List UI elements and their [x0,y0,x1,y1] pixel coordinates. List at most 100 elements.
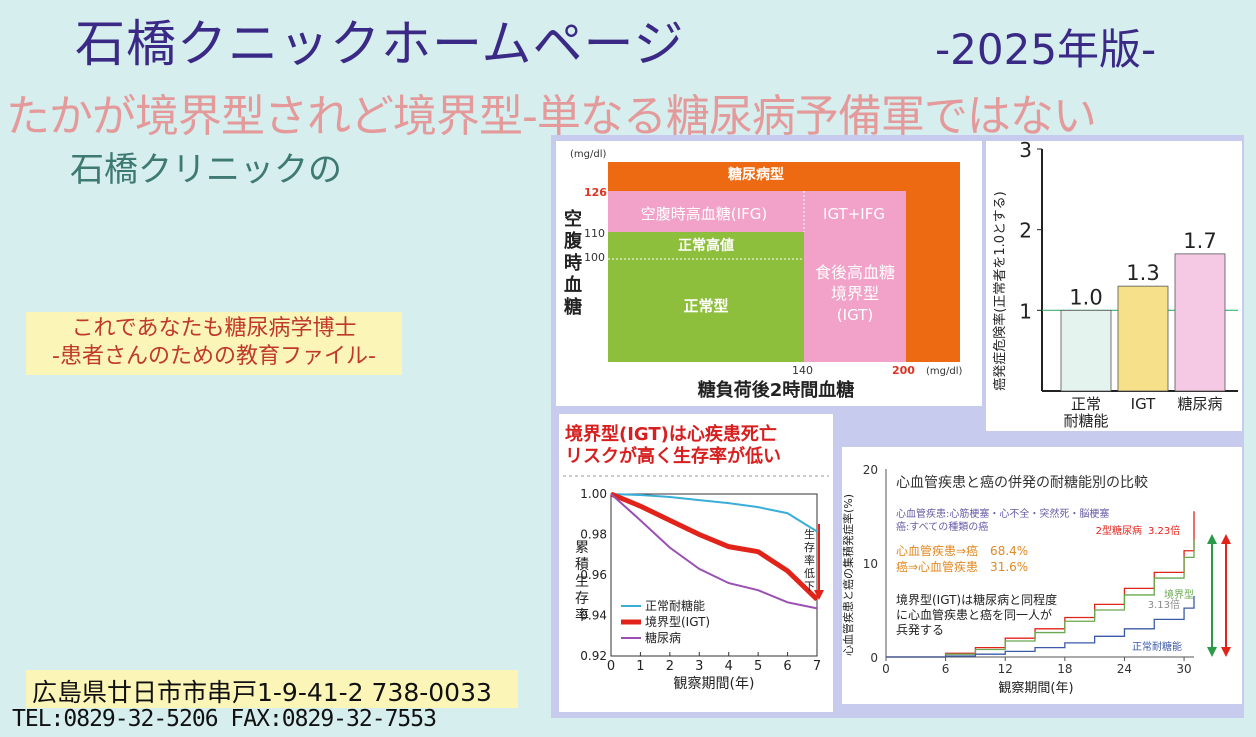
category-label: 耐糖能 [1063,412,1108,430]
note-line-2: に心血管疾患と癌を同一人が [896,607,1052,622]
x-tick-label: 4 [725,659,733,674]
survival-title-1: 境界型(IGT)は心疾患死亡 [565,423,777,445]
definition-line-1: 心血管疾患:心筋梗塞・心不全・突然死・脳梗塞 [896,507,1109,520]
ratio-diabetes: 3.23倍 [1148,524,1180,537]
ylabel-fasting-glucose: 空腹時血糖 [564,208,583,318]
series-line [610,493,818,610]
x-tick-label: 0 [607,659,615,674]
region-high-normal-label: 正常高値 [678,237,734,254]
x-tick-label: 1 [636,659,644,674]
x-tick-label: 6 [942,662,950,676]
classification-svg: (mg/dl) 糖尿病型 空腹時高血糖(IFG) IGT+IFG 正常高値 正常… [564,149,962,401]
xtick-200: 200 [892,364,915,377]
unit-right: (mg/dl) [926,366,962,377]
y-tick-label: 1 [1019,299,1032,323]
y-axis-label: 心血管疾患と癌の集積発症率(%) [842,494,855,656]
x-tick-label: 3 [695,659,703,674]
address-box [26,670,518,708]
bar [1117,285,1169,392]
stat-line-1: 心血管疾患⇒癌 68.4% [896,543,1028,558]
y-axis-label: 癌発症危険率(正常者を1.0とする) [992,191,1008,390]
x-tick-label: 7 [813,659,821,674]
arrowhead-igt-bottom [1207,647,1217,657]
legend-label: 正常耐糖能 [645,598,705,613]
cvd-cancer-svg: 20 10 00 6 12 18 24 30 観察期間(年) 心血管疾患と癌の集積発症率(%) 心血… [841,463,1231,696]
region-igt-ifg-label: IGT+IFG [823,205,885,223]
label-igt: 境界型 [1164,588,1194,601]
y-tick-label: 0.92 [580,649,607,663]
xlabel-2h-glucose: 糖負荷後2時間血糖 [698,379,855,401]
category-label: 正常 [1071,395,1101,413]
region-igt-line3: (IGT) [837,306,873,324]
x-tick-label: 5 [754,659,762,674]
ratio-igt: 3.13倍 [1148,598,1180,611]
bar [1060,309,1112,392]
x-tick-label: 24 [1117,662,1132,676]
education-line-1: これであなたも糖尿病学博士 [71,316,357,341]
survival-chart: 境界型(IGT)は心疾患死亡 リスクが高く生存率が低い 1.00 0.98 0.96… [559,414,833,712]
stat-line-2: 癌⇒心血管疾患 31.6% [896,559,1028,574]
page-title: 石橋クニックホームページ [75,15,685,73]
education-line-2: -患者さんのための教育ファイル- [52,344,376,369]
education-box: これであなたも糖尿病学博士 -患者さんのための教育ファイル- [26,312,402,375]
series-line [886,595,1195,658]
x-tick-label: 30 [1176,662,1191,676]
x-axis-label: 観察期間(年) [998,681,1073,696]
region-diabetes-label: 糖尿病型 [728,166,784,183]
series-line [610,493,818,533]
label-diabetes: 2型糖尿病 [1096,524,1142,537]
definition-line-2: 癌:すべての種類の癌 [896,520,988,533]
ytick-126: 126 [584,186,607,199]
legend-label: 境界型(IGT) [645,614,710,629]
chart-title: 心血管疾患と癌の併発の耐糖能別の比較 [896,475,1148,491]
edition-label: -2025年版- [935,25,1157,74]
glucose-classification-chart: (mg/dl) 糖尿病型 空腹時高血糖(IFG) IGT+IFG 正常高値 正常… [556,141,982,406]
series-line [610,491,819,602]
bar-value-label: 1.7 [1183,229,1216,253]
arrowhead-igt-top [1207,534,1217,544]
xtick-140: 140 [792,364,813,377]
category-label: 糖尿病 [1177,395,1222,413]
x-tick-label: 6 [783,659,791,674]
region-ifg-label: 空腹時高血糖(IFG) [641,205,767,223]
region-normal-label: 正常型 [683,297,728,315]
page-subtitle: たかが境界型されど境界型-単なる糖尿病予備軍ではない [6,91,1097,142]
tel-fax-text: TEL:0829-32-5206 FAX:0829-32-7553 [12,706,437,732]
y-tick-label: 0.94 [580,609,607,623]
x-tick-label: 2 [666,659,674,674]
x-tick-label: 18 [1057,662,1072,676]
y-tick-label: 20 [863,463,878,477]
unit-top: (mg/dl) [570,149,606,160]
plot-frame [610,493,818,657]
x-tick-label: 12 [998,662,1013,676]
y-tick-label: 3 [1019,141,1032,162]
note-line-3: 兵発する [896,623,944,637]
region-normal [608,232,804,362]
bar-value-label: 1.3 [1126,261,1159,285]
region-igt [804,232,906,362]
ytick-100: 100 [584,251,605,264]
arrowhead-diabetes-top [1221,534,1231,544]
address-text: 広島県廿日市市串戸1-9-41-2 738-0033 [32,678,492,707]
clinic-name: 石橋クリニックの [70,150,342,190]
series-line [886,539,1195,658]
cancer-risk-chart: 3 2 1 癌発症危険率(正常者を1.0とする) 1.0 1.3 1.7 正常 耐糖能 IGT 糖尿… [986,138,1242,431]
cvd-cancer-chart: 20 10 0 0 6 12 18 24 30 観察期間(年) 心血管疾患と癌の集積発症率(%) 心血… [841,447,1242,704]
x-tick-label: 0 [882,662,890,676]
y-tick-label: 0 [870,651,878,665]
y-tick-label: 10 [863,557,878,571]
decline-label: 生存率低下 [804,527,815,593]
bar [1174,253,1226,392]
legend-label: 糖尿病 [645,630,681,645]
y-tick-label: 0.96 [580,568,607,582]
y-tick-label: 0.98 [580,528,607,542]
bar-value-label: 1.0 [1069,285,1102,309]
arrowhead-diabetes-bottom [1221,647,1231,657]
region-ifg [608,191,906,232]
x-axis-label: 観察期間(年) [674,675,755,692]
decline-arrowhead [814,590,824,600]
survival-title-2: リスクが高く生存率が低い [565,445,781,467]
ytick-110: 110 [584,227,605,240]
survival-svg: 境界型(IGT)は心疾患死亡 リスクが高く生存率が低い 1.00 0.98 0.96… [563,423,829,692]
y-tick-label: 1.00 [580,487,607,501]
